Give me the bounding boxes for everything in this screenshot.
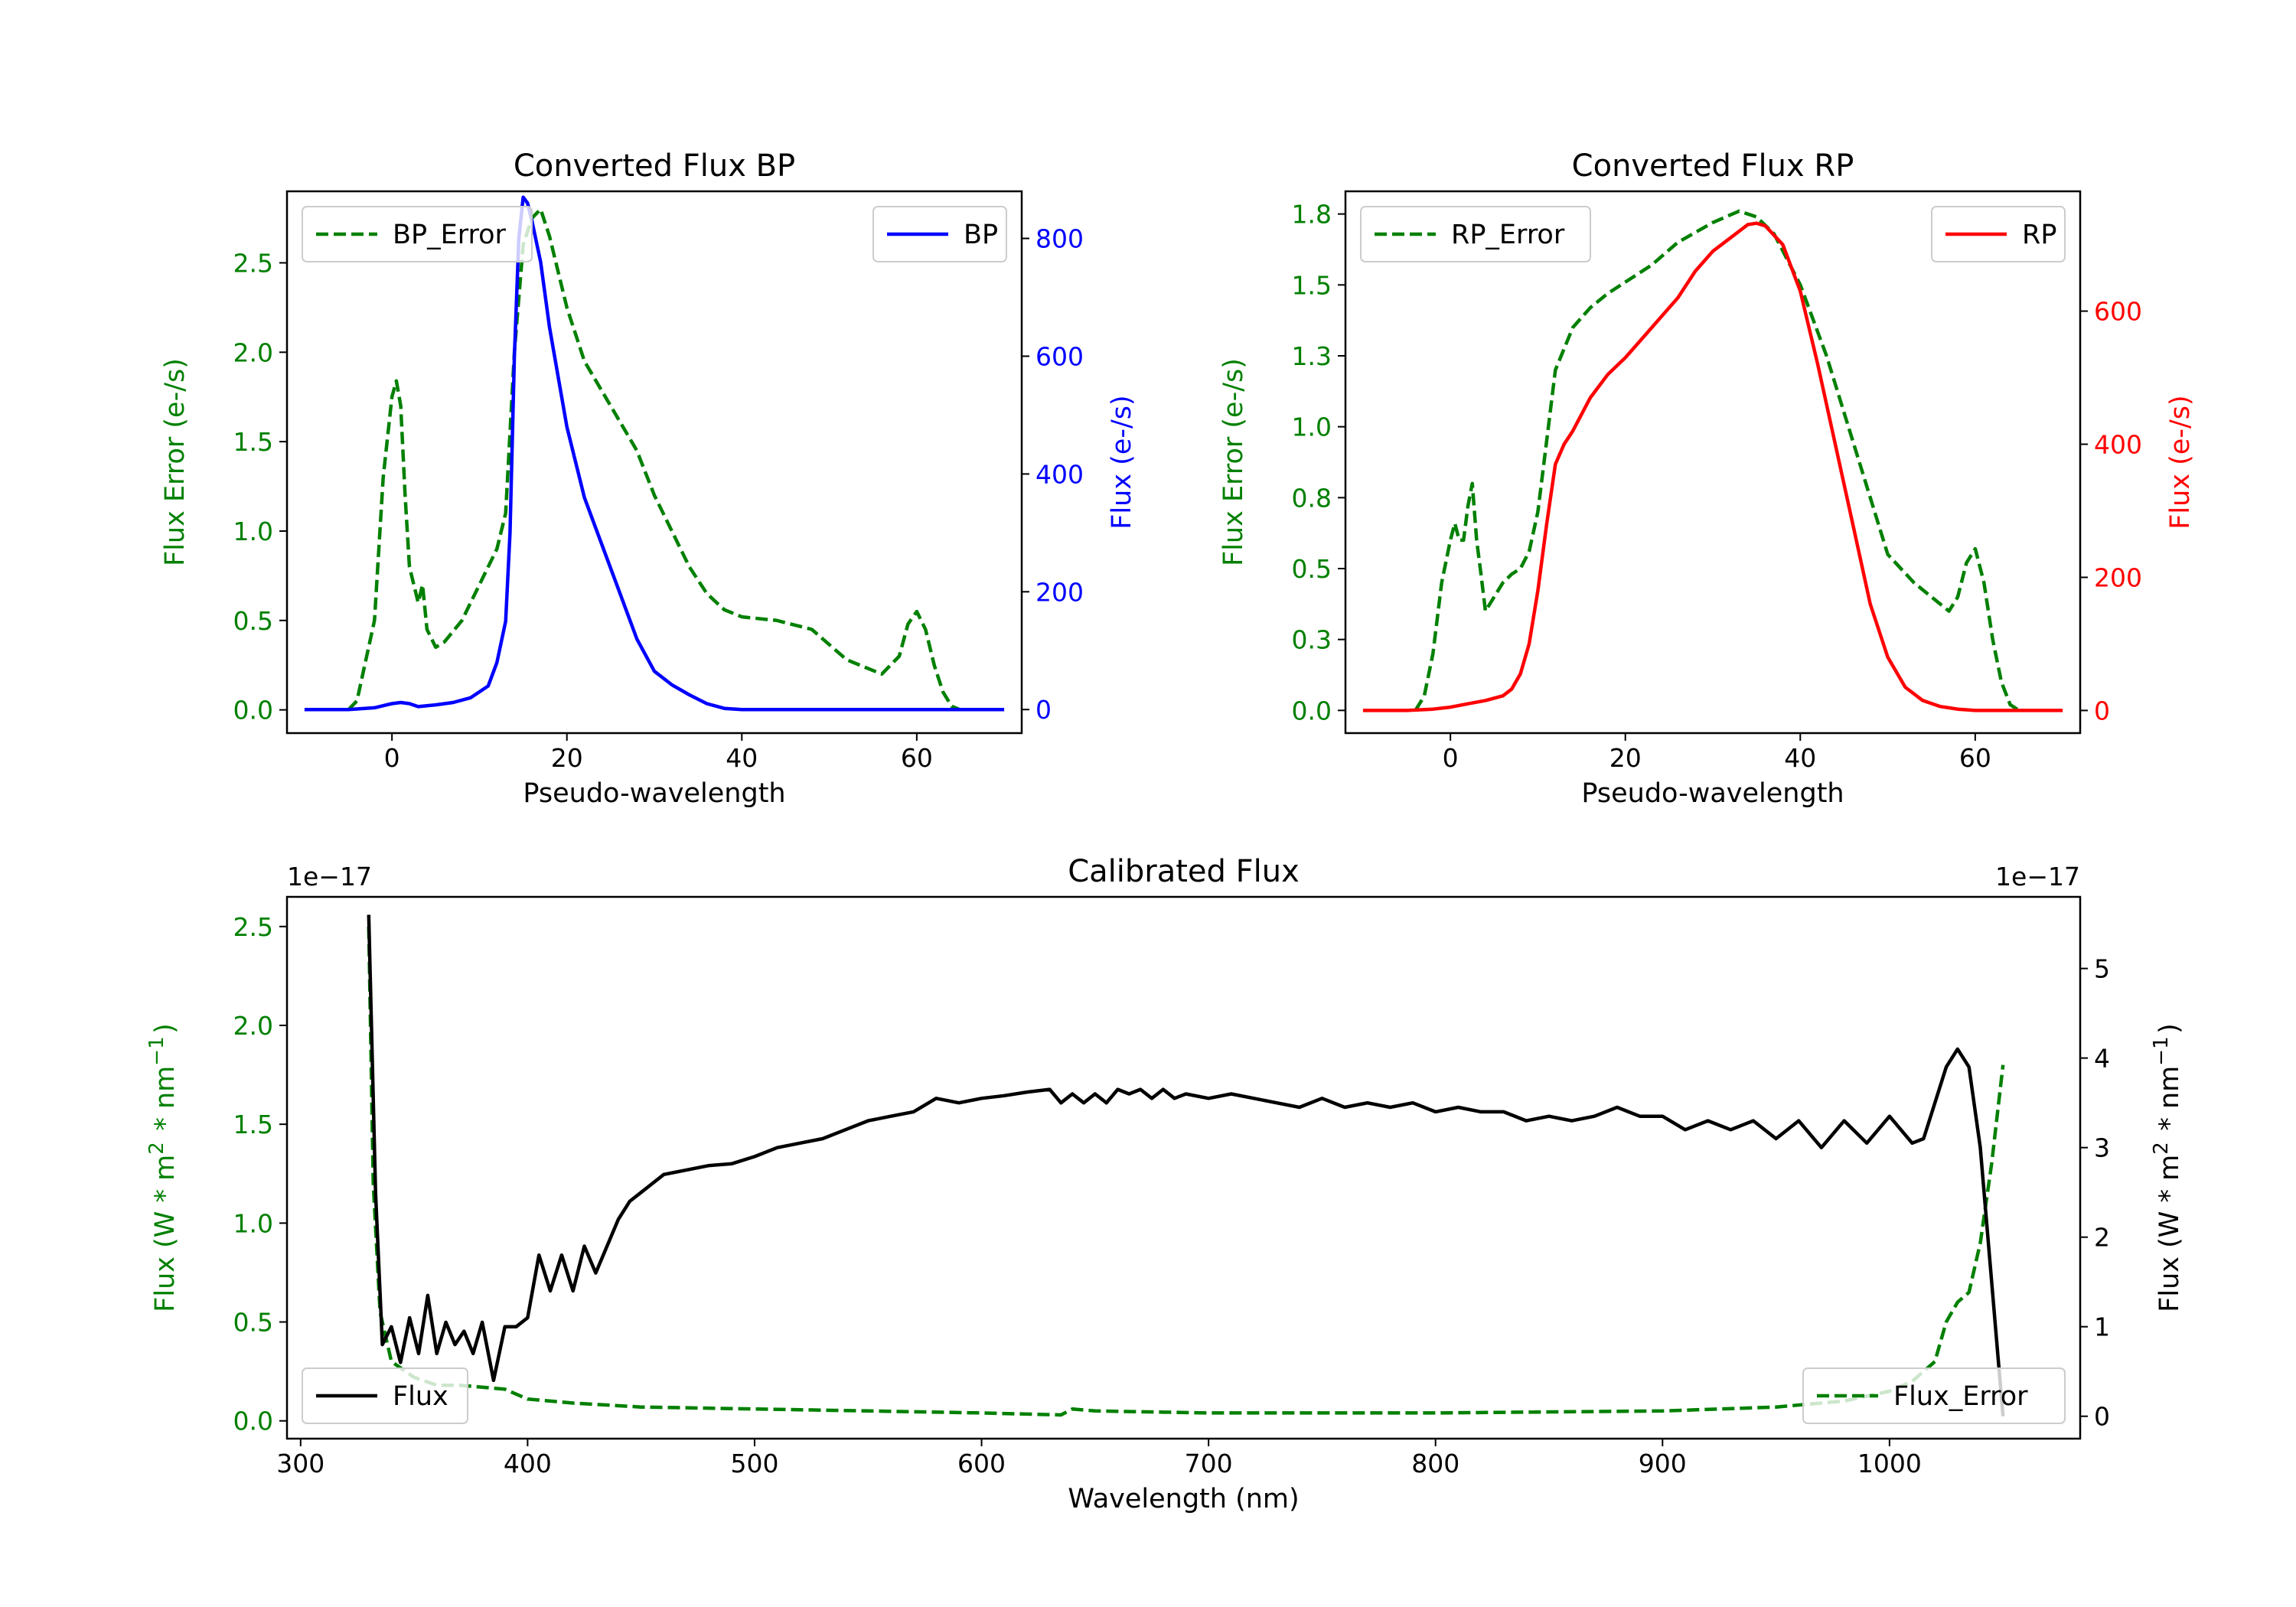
legend-label: Flux — [393, 1381, 448, 1412]
series-line-flux — [367, 914, 2005, 1416]
x-tick-label: 60 — [901, 743, 933, 773]
y-left-tick-label: 1.0 — [233, 1208, 273, 1238]
y-left-axis-label: Flux Error (e-/s) — [160, 358, 191, 566]
series-line-bp — [304, 195, 1005, 712]
x-tick-label: 700 — [1185, 1449, 1233, 1478]
y-left-axis-label: Flux Error (e-/s) — [1218, 358, 1249, 566]
y-right-tick-label: 1 — [2094, 1312, 2110, 1342]
y-right-tick-label: 0 — [1035, 695, 1052, 725]
y-right-axis-label: Flux (e-/s) — [1107, 395, 1137, 529]
y-left-tick-label: 0.5 — [233, 1308, 273, 1338]
y-left-tick-label: 0.0 — [233, 1407, 273, 1436]
y-left-tick-label: 1.5 — [1292, 270, 1332, 300]
y-left-tick-label: 0.5 — [1292, 554, 1332, 584]
y-left-axis-label: Flux (W * m2 * nm−1 ) — [145, 1023, 181, 1312]
legend-label: RP — [2022, 220, 2056, 250]
legend-box — [1360, 206, 1591, 262]
y-left-tick-label: 1.3 — [1292, 341, 1332, 371]
x-axis-label: Pseudo-wavelength — [1581, 778, 1844, 809]
y-left-tick-label: 1.0 — [1292, 412, 1332, 442]
x-tick-label: 20 — [1609, 743, 1642, 773]
y-left-tick-label: 2.0 — [233, 337, 273, 367]
legend-bp: BP — [872, 206, 1007, 262]
y-left-tick-label: 0.0 — [1292, 696, 1332, 725]
y-right-axis-label: Flux (e-/s) — [2165, 395, 2196, 529]
y-right-tick-label: 600 — [2094, 297, 2142, 327]
legend-label: RP_Error — [1451, 220, 1565, 250]
y-left-tick-label: 1.5 — [233, 1110, 273, 1139]
y-right-axis-label: Flux (W * m2 * nm−1 ) — [2150, 1023, 2185, 1312]
axes-frame — [1344, 190, 2082, 735]
y-left-tick-label: 0.5 — [233, 606, 273, 636]
y-left-tick-label: 1.5 — [233, 427, 273, 457]
x-tick-label: 400 — [504, 1449, 552, 1478]
panel-converted-flux-rp: 0 20 40 60 0.0 0.3 0.5 0.8 1.0 1.3 1.5 1.8 0 200 400 60… — [1218, 148, 2196, 809]
y-left-tick-label: 2.5 — [233, 248, 273, 278]
plot-area — [1362, 209, 2063, 712]
y-right-tick-label: 2 — [2094, 1223, 2110, 1253]
x-tick-label: 600 — [957, 1449, 1006, 1478]
chart-title: Converted Flux RP — [1572, 148, 1854, 184]
chart-title: Calibrated Flux — [1068, 854, 1300, 889]
x-tick-label: 40 — [1784, 743, 1816, 773]
y-right-tick-label: 200 — [2094, 562, 2142, 592]
legend-box — [1802, 1367, 2066, 1424]
series-line-rp-error — [1414, 209, 2020, 712]
x-tick-label: 0 — [384, 743, 400, 773]
legend-label: Flux_Error — [1893, 1381, 2028, 1412]
legend-flux-error: Flux_Error — [1802, 1367, 2066, 1424]
legend-flux: Flux — [302, 1367, 468, 1424]
x-tick-label: 1000 — [1857, 1449, 1922, 1478]
x-axis-label: Pseudo-wavelength — [523, 778, 785, 809]
y-right-tick-label: 600 — [1035, 341, 1084, 371]
x-tick-label: 300 — [276, 1449, 325, 1478]
y-left-offset-text: 1e−17 — [287, 862, 372, 892]
legend-bp-error: BP_Error — [302, 206, 533, 262]
y-left-tick-label: 2.5 — [233, 912, 273, 942]
y-right-tick-label: 0 — [2094, 1402, 2110, 1432]
series-line-flux-error — [367, 926, 2005, 1417]
y-right-tick-label: 200 — [1035, 577, 1084, 607]
y-left-tick-label: 2.0 — [233, 1011, 273, 1041]
y-left-tick-label: 1.0 — [233, 517, 273, 546]
y-left-tick-label: 0.8 — [1292, 483, 1332, 513]
y-left-tick-label: 0.0 — [233, 696, 273, 725]
chart-title: Converted Flux BP — [514, 148, 795, 184]
x-tick-label: 20 — [551, 743, 583, 773]
y-left-tick-label: 1.8 — [1292, 200, 1332, 230]
y-left-tick-label: 0.3 — [1292, 625, 1332, 655]
y-right-tick-label: 0 — [2094, 696, 2110, 725]
x-tick-label: 900 — [1639, 1449, 1687, 1478]
legend-box — [302, 206, 533, 262]
y-right-tick-label: 400 — [1035, 459, 1084, 489]
series-line-rp — [1362, 221, 2063, 712]
x-tick-label: 60 — [1959, 743, 1991, 773]
y-right-tick-label: 4 — [2094, 1044, 2110, 1074]
plot-area — [304, 195, 1005, 712]
x-tick-label: 500 — [730, 1449, 778, 1478]
x-tick-label: 40 — [726, 743, 758, 773]
legend-label: BP_Error — [393, 220, 507, 250]
y-right-tick-label: 5 — [2094, 954, 2110, 984]
legend-box — [302, 1367, 468, 1424]
legend-label: BP — [964, 220, 998, 250]
y-right-offset-text: 1e−17 — [1995, 862, 2080, 892]
y-right-tick-label: 3 — [2094, 1133, 2110, 1163]
x-tick-label: 0 — [1443, 743, 1459, 773]
x-tick-label: 800 — [1411, 1449, 1459, 1478]
legend-rp-error: RP_Error — [1360, 206, 1591, 262]
x-axis-label: Wavelength (nm) — [1068, 1484, 1299, 1514]
y-right-tick-label: 800 — [1035, 224, 1084, 254]
panel-calibrated-flux: 300 400 500 600 700 800 900 1000 0.0 0.5 1.0 1.5 2.0… — [145, 854, 2185, 1514]
y-right-tick-label: 400 — [2094, 430, 2142, 460]
series-line-bp-error — [347, 207, 961, 712]
axes-frame — [285, 190, 1023, 735]
plot-area — [367, 914, 2005, 1417]
legend-rp: RP — [1931, 206, 2066, 262]
panel-converted-flux-bp: 0 20 40 60 0.0 0.5 1.0 1.5 2.0 2.5 0 200 400 600 800 Co… — [160, 148, 1137, 809]
axes-frame — [285, 895, 2082, 1440]
